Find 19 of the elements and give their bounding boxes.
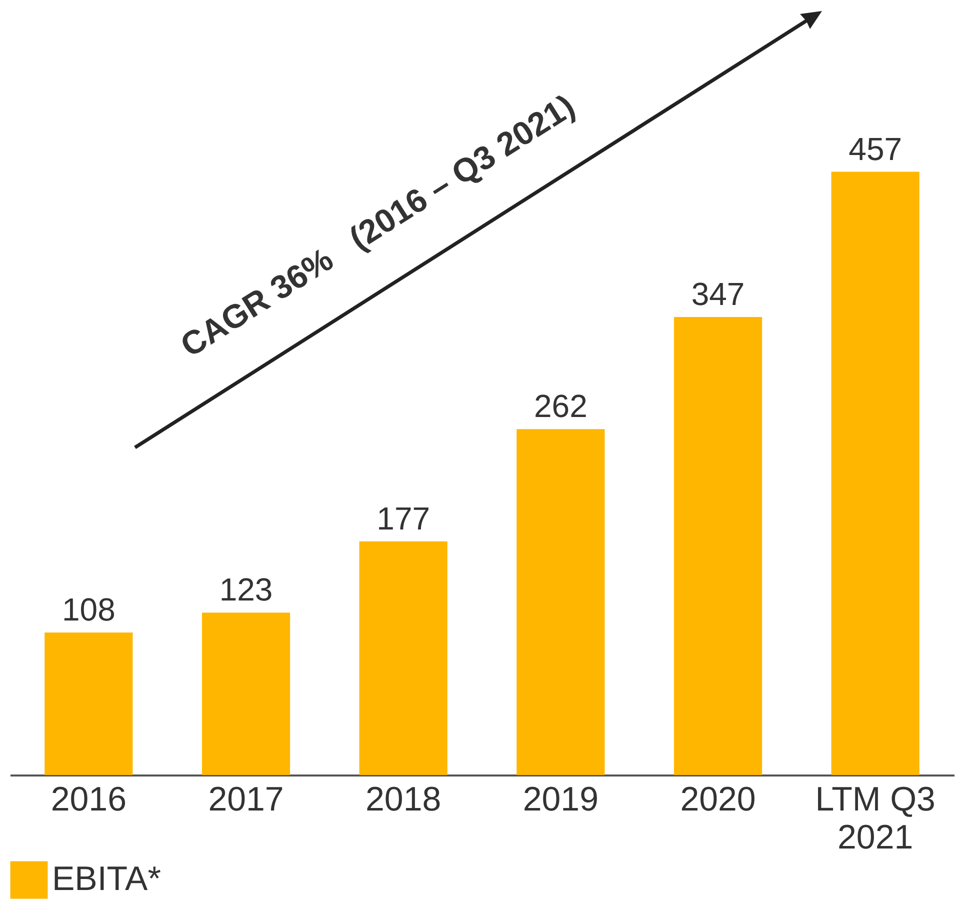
bar [202, 612, 290, 775]
data-label: 457 [848, 130, 902, 167]
x-tick-label: 2019 [522, 780, 598, 818]
legend-label: EBITA* [52, 860, 161, 898]
x-tick-label: 2017 [208, 780, 284, 818]
bar [359, 541, 448, 775]
bar [44, 632, 133, 775]
x-tick-label: 2020 [680, 780, 756, 818]
x-tick-label: LTM Q3 2021 [815, 780, 936, 856]
data-label: 177 [376, 500, 430, 536]
data-label: 262 [534, 388, 588, 424]
x-tick-label: 2018 [366, 780, 442, 818]
data-label: 108 [62, 591, 116, 628]
x-tick-label: 2016 [50, 780, 126, 818]
data-label: 347 [691, 276, 745, 312]
bar [831, 172, 920, 775]
data-label: 123 [219, 572, 273, 608]
bar [674, 316, 762, 775]
bar [516, 429, 605, 775]
